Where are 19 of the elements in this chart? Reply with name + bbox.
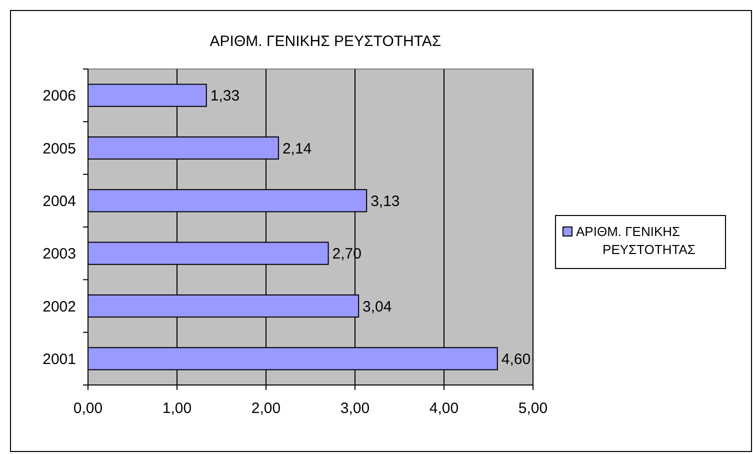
y-tick-label: 2006 (42, 88, 76, 105)
x-tick-label: 3,00 (340, 400, 370, 417)
legend-label: ΑΡΙΘΜ. ΓΕΝΙΚΗΣ ΡΕΥΣΤΟΤΗΤΑΣ (576, 224, 696, 257)
x-tick-label: 2,00 (251, 400, 281, 417)
x-tick-label: 0,00 (73, 400, 103, 417)
chart-title: ΑΡΙΘΜ. ΓΕΝΙΚΗΣ ΡΕΥΣΤΟΤΗΤΑΣ (210, 33, 442, 50)
data-label: 3,13 (370, 192, 400, 210)
x-tick-label: 5,00 (518, 400, 548, 417)
x-tick-label: 4,00 (429, 400, 459, 417)
data-label: 3,04 (362, 298, 392, 316)
y-tick-label: 2003 (42, 246, 76, 263)
data-label: 2,14 (282, 140, 312, 158)
y-tick-label: 2001 (42, 350, 76, 368)
data-label: 4,60 (501, 350, 531, 368)
data-label: 1,33 (210, 88, 240, 105)
y-tick-label: 2002 (42, 298, 76, 316)
y-tick-label: 2005 (42, 140, 76, 158)
x-tick-label: 1,00 (162, 400, 192, 417)
y-tick-label: 2004 (42, 192, 76, 210)
